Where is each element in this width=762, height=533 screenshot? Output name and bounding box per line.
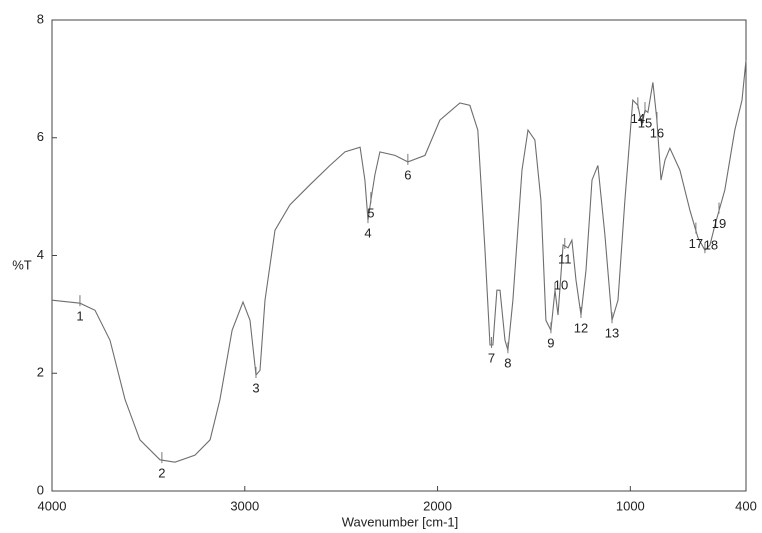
y-tick-label: 2 <box>37 365 44 380</box>
x-tick-label: 2000 <box>423 498 452 513</box>
y-axis-label: %T <box>12 257 32 272</box>
peak-label: 4 <box>364 226 371 241</box>
y-tick-label: 6 <box>37 129 44 144</box>
y-tick-label: 4 <box>37 247 44 262</box>
peak-label: 6 <box>404 167 411 182</box>
peak-label: 15 <box>638 116 652 131</box>
y-tick-label: 8 <box>37 11 44 26</box>
peak-label: 18 <box>704 238 718 253</box>
peak-label: 17 <box>689 236 703 251</box>
peak-label: 16 <box>650 126 664 141</box>
peak-label: 9 <box>547 336 554 351</box>
peak-label: 8 <box>504 356 511 371</box>
y-tick-label: 0 <box>37 482 44 497</box>
peak-label: 13 <box>605 326 619 341</box>
peak-label: 10 <box>554 278 568 293</box>
peak-label: 2 <box>158 466 165 481</box>
peak-label: 3 <box>252 380 259 395</box>
x-axis-label: Wavenumber [cm-1] <box>342 514 459 529</box>
peak-label: 1 <box>76 309 83 324</box>
peak-label: 7 <box>488 350 495 365</box>
x-tick-label: 1000 <box>616 498 645 513</box>
peak-label: 5 <box>367 206 374 221</box>
peak-label: 11 <box>558 251 572 266</box>
peak-label: 19 <box>712 216 726 231</box>
plot-frame <box>51 19 747 492</box>
peak-label: 12 <box>574 320 588 335</box>
x-tick-label: 400 <box>735 498 757 513</box>
x-tick-label: 4000 <box>38 498 67 513</box>
x-tick-label: 3000 <box>230 498 259 513</box>
peak-label: 14 <box>631 111 645 126</box>
